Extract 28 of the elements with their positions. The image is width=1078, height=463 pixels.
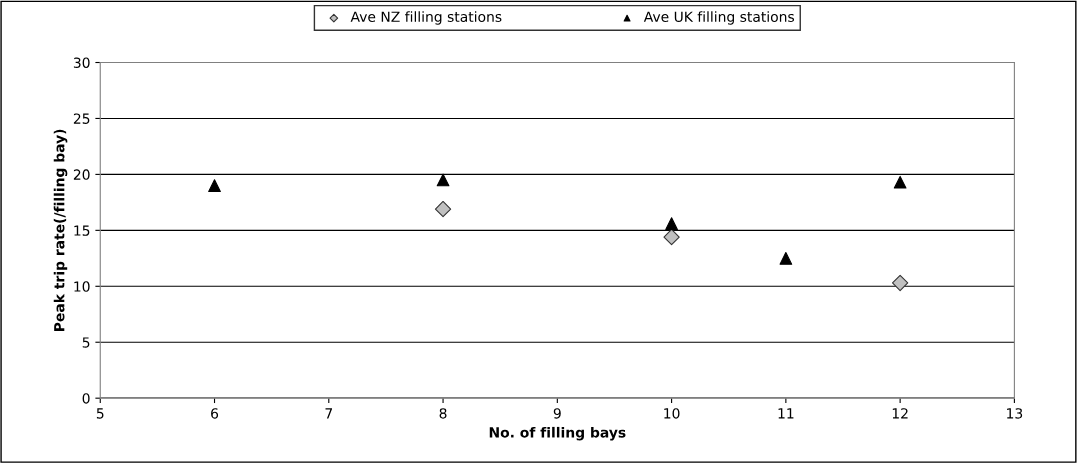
point xyxy=(434,200,452,218)
x-tick-label: 11 xyxy=(778,408,794,419)
y-tick-label: 10 xyxy=(74,281,90,292)
legend-label: Ave UK filling stations xyxy=(643,11,795,25)
x-tick-label: 13 xyxy=(1007,408,1023,419)
point xyxy=(893,175,907,189)
x-tick-label: 12 xyxy=(892,408,908,419)
point xyxy=(436,173,450,187)
y-tick-label: 15 xyxy=(74,225,90,236)
point xyxy=(779,251,793,265)
x-tick-label: 8 xyxy=(439,408,447,419)
x-tick-label: 7 xyxy=(325,408,333,419)
y-tick-label: 5 xyxy=(82,337,90,348)
x-tick-label: 10 xyxy=(664,408,680,419)
point xyxy=(891,274,909,292)
x-axis-title: No. of filling bays xyxy=(489,426,626,441)
x-tick-label: 9 xyxy=(553,408,561,419)
point xyxy=(208,179,221,192)
point xyxy=(665,217,678,230)
y-tick-label: 20 xyxy=(73,169,90,180)
point xyxy=(663,228,680,246)
x-tick-label: 6 xyxy=(211,408,219,419)
legend-label: Ave NZ filling stations xyxy=(350,11,502,25)
y-tick-label: 30 xyxy=(73,57,90,68)
y-axis-title: Peak trip rate(/filling bay) xyxy=(53,129,68,331)
x-tick-label: 5 xyxy=(96,408,104,419)
y-tick-label: 0 xyxy=(82,393,90,404)
y-tick-label: 25 xyxy=(73,113,90,124)
